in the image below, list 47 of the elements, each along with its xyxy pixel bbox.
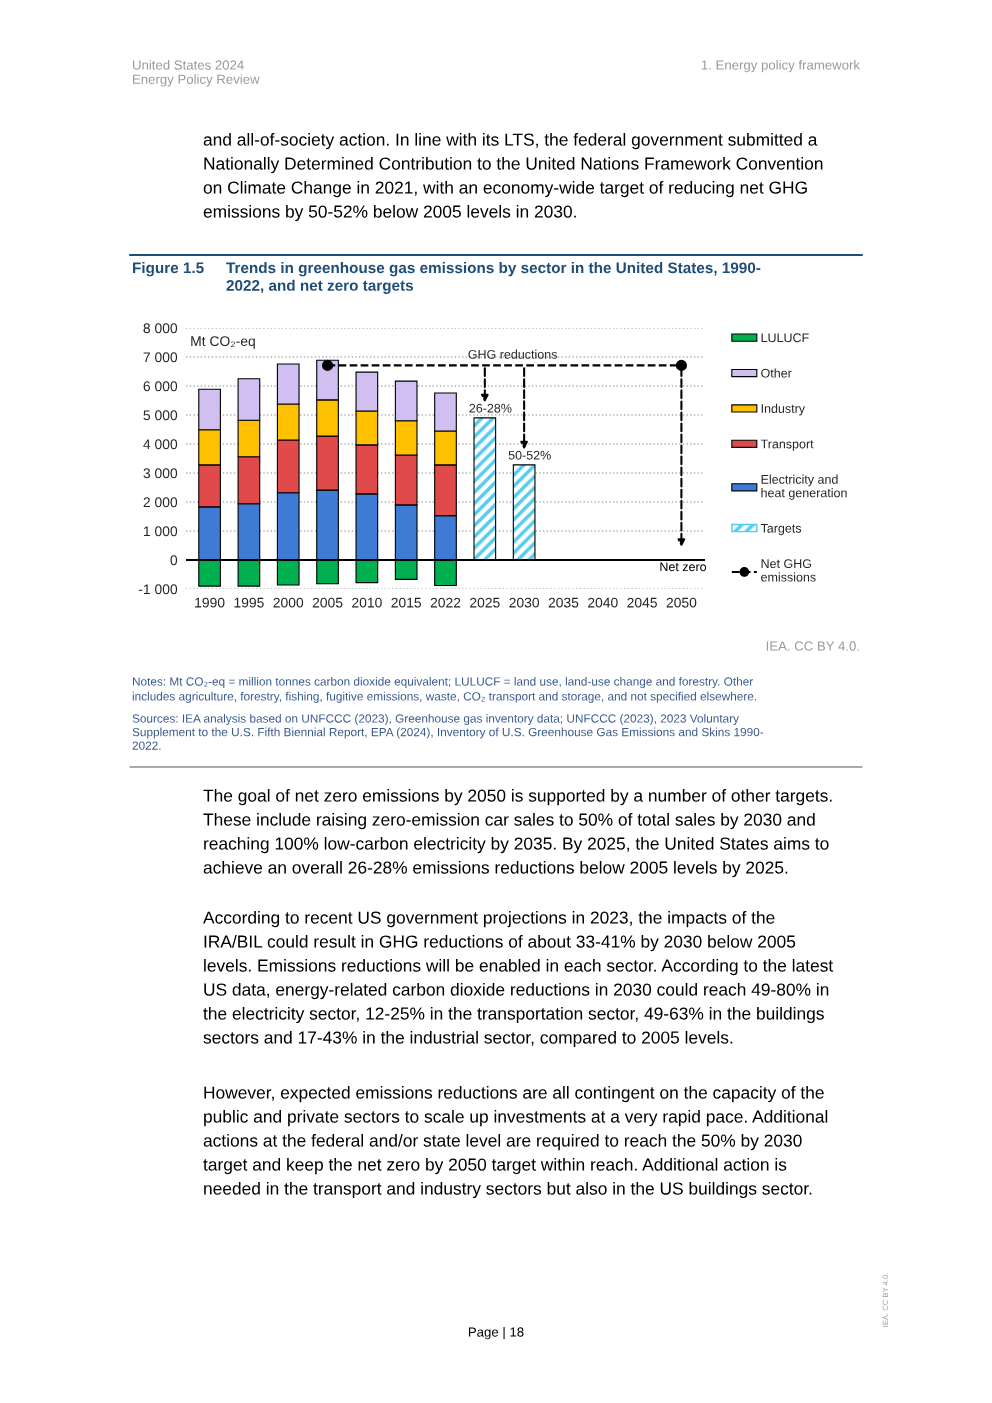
y-tick-label: 6 000 [143, 381, 178, 392]
y-tick-label: -1 000 [138, 584, 178, 595]
text: The goal of net zero emissions by 2050 is supported by a number of other targets. These include raising zero-emission car sales to 50% of total sales by 2030 and reaching 100% low-carbon electricity by 2035. By 2025, the United States aims to achieve an overall 26-28% emissions reductions below 2005 levels by 2025. [203, 789, 832, 878]
y-tick-label: 5 000 [143, 410, 178, 421]
x-tick-label: 2022 [430, 597, 461, 608]
source-note: Sources: IEA analysis based on UNFCCC (2023), Greenhouse gas inventory data; UNFCCC (2023), 2023 Voluntary Supplement to the U.S. Fifth Biennial Report, EPA (2024), Inventory of U.S. Greenhouse Gas Emissions and Skins 1990- 2022. [132, 714, 764, 750]
annotation: 50-52% [508, 450, 551, 460]
y-tick-label: 4 000 [143, 439, 178, 450]
y-tick-label: 7 000 [143, 352, 178, 363]
text: United States 2024 Energy Policy Review [133, 60, 260, 87]
x-tick-label: 2005 [312, 597, 343, 608]
chart-title: Trends in greenhouse gas emissions by sector in the United States, 1990- 2022, and net zero targets [226, 262, 761, 294]
legend-label: Industry [761, 403, 806, 416]
x-tick-label: 1995 [234, 597, 264, 608]
y-tick-label: 2 000 [143, 497, 178, 508]
y-axis-title: Mt CO₂-eq [191, 336, 255, 349]
text: IEA. CC BY 4.0. [766, 641, 859, 651]
x-tick-label: 2050 [666, 597, 697, 608]
x-tick-label: 2015 [391, 597, 422, 608]
text: 1. Energy policy framework [701, 60, 861, 73]
x-tick-label: 2030 [509, 597, 540, 608]
legend-label: LULUCF [761, 333, 809, 343]
annotation: Net zero [660, 562, 707, 572]
y-tick-label: 1 000 [143, 526, 178, 537]
y-tick-label: 8 000 [143, 323, 178, 334]
x-tick-label: 2000 [273, 597, 304, 608]
annotation: 26-28% [469, 403, 512, 413]
text: However, expected emissions reductions are all contingent on the capacity of the public and private sectors to scale up investments at a very rapid pace. Additional actions at the federal and/or state level are required to reach the 50% by 2030 target and keep the net zero by 2050 target within reach. Additional action is needed in the transport and industry sectors but also in the US buildings sector. [203, 1086, 828, 1199]
legend-label: Other [761, 368, 792, 378]
x-tick-label: 1990 [195, 597, 225, 608]
text: Page | 18 [468, 1327, 524, 1340]
x-tick-label: 2025 [470, 597, 500, 608]
legend-label: Electricity and heat generation [761, 474, 847, 500]
x-tick-label: 2045 [627, 597, 657, 608]
annotation: GHG reductions [468, 349, 557, 359]
x-tick-label: 2035 [548, 597, 579, 608]
legend-label: Targets [760, 523, 802, 536]
x-tick-label: 2010 [352, 597, 382, 608]
text: Notes: Mt CO₂-eq = million tonnes carbon dioxide equivalent; LULUCF = land use, land-use change and forestry. Other includes agriculture, forestry, fishing, fugitive emissions, waste, CO₂ transport and storage, and not specified elsewhere. [132, 677, 757, 703]
legend-label: Net GHG emissions [761, 559, 816, 582]
caption: Figure 1.5 [133, 262, 204, 277]
y-tick-label: 3 000 [143, 468, 178, 479]
y-tick-label: 0 [170, 555, 178, 566]
x-tick-label: 2040 [588, 597, 618, 608]
legend-label: Transport [760, 439, 814, 451]
text: and all-of-society action. In line with its LTS, the federal government submitted a Nationally Determined Contribution to the United Nations Framework Convention on Climate Change in 2021, with an economy-wide target of reducing net GHG emissions by 50-52% below 2005 levels in 2030. [203, 133, 823, 222]
text: According to recent US government projections in 2023, the impacts of the IRA/BIL could result in GHG reductions of about 33-41% by 2030 below 2005 levels. Emissions reductions will be enabled in each sector. According to the latest US data, energy-related carbon dioxide reductions in 2030 could reach 49-80% in the electricity sector, 12-25% in the transportation sector, 49-63% in the buildings sectors and 17-43% in the industrial sector, compared to 2005 levels. [203, 911, 834, 1048]
